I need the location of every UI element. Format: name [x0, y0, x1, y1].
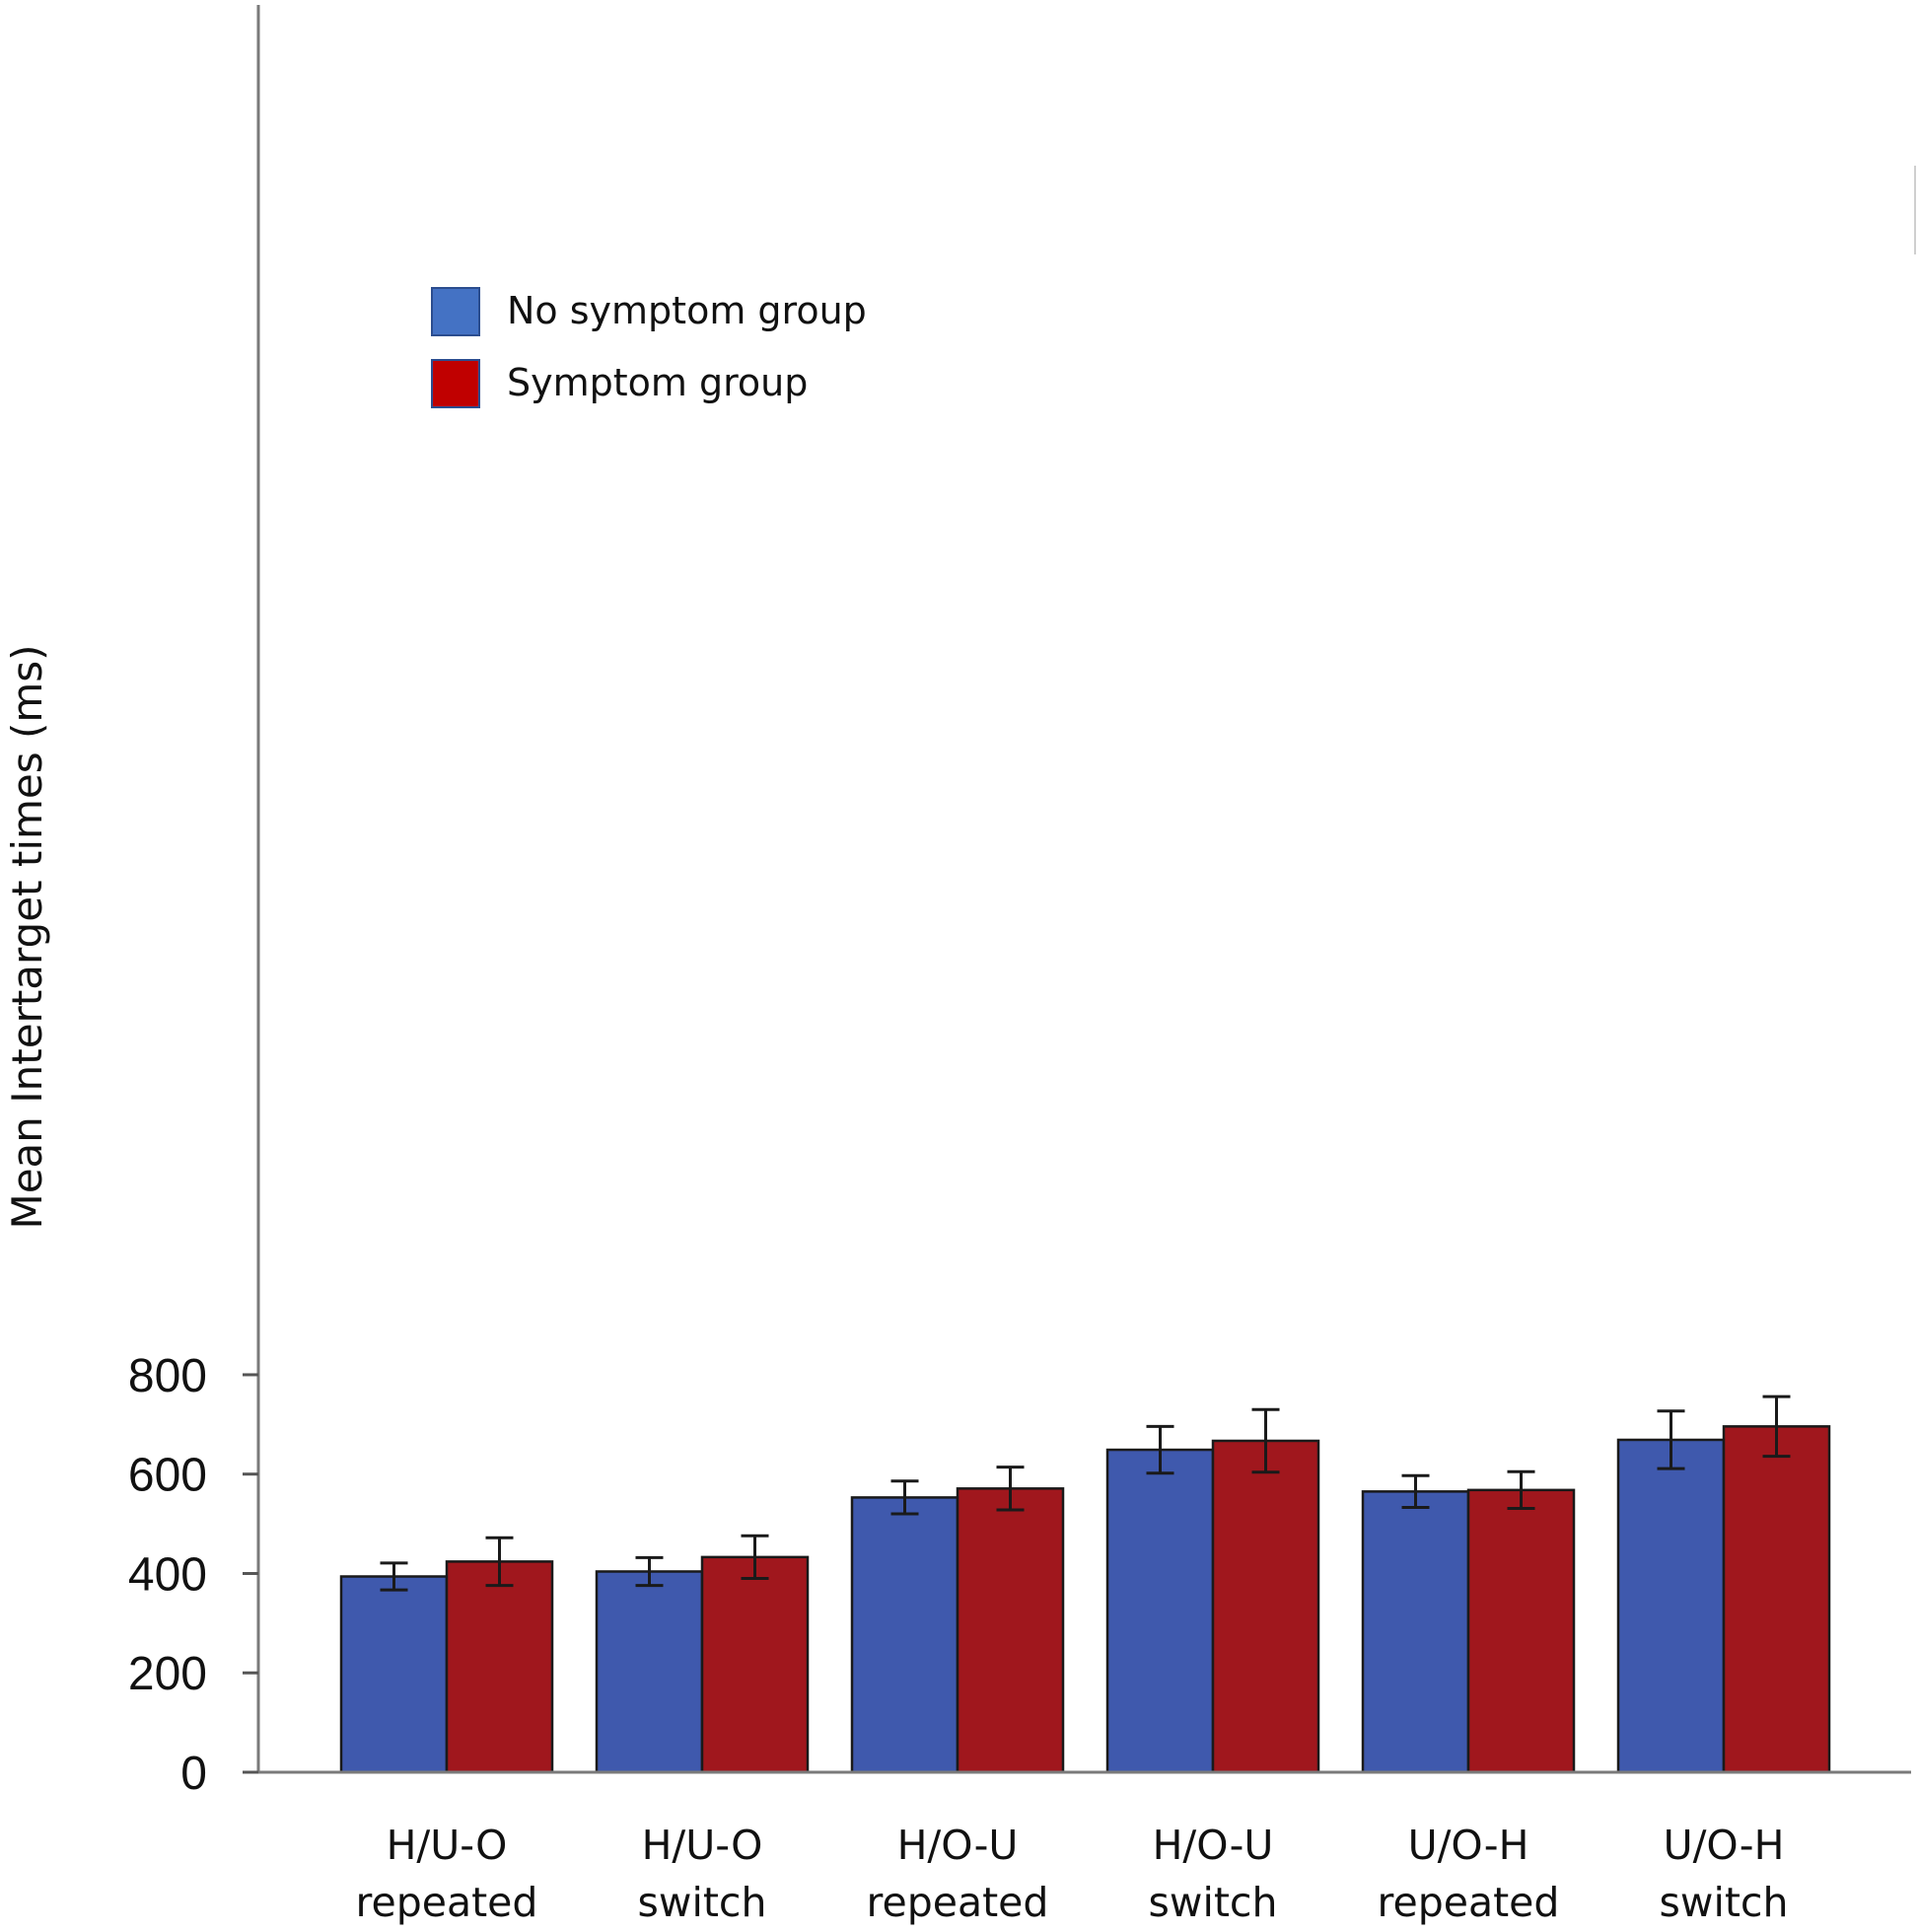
y-tick-label: 800 [128, 1350, 207, 1402]
bar-no-symptom-4 [1361, 1490, 1470, 1774]
y-ticks-layer: 0 200 400 600 800 [128, 1350, 258, 1800]
error-bar-symptom-5 [1762, 1395, 1791, 1459]
x-category-labels-layer: H/U-O repeated H/U-O switch H/O-U repeated H/O… [356, 1822, 1789, 1926]
error-bar-symptom-3 [1251, 1407, 1280, 1474]
legend-swatch-no-symptom [431, 287, 480, 336]
bar-symptom-2 [956, 1487, 1065, 1774]
error-bar-no-symptom-3 [1146, 1424, 1174, 1475]
legend: No symptom group Symptom group [431, 287, 867, 408]
x-category-label-line1: H/O-U [1153, 1822, 1274, 1869]
bar-no-symptom-1 [595, 1570, 704, 1774]
x-category-label-line1: U/O-H [1408, 1822, 1529, 1869]
x-category-label-line2: switch [1149, 1879, 1278, 1926]
y-tick-label: 200 [128, 1648, 207, 1700]
legend-label-symptom: Symptom group [507, 361, 808, 404]
x-category-label-line2: repeated [1378, 1879, 1560, 1926]
x-category-label-line2: switch [638, 1879, 767, 1926]
bar-no-symptom-3 [1105, 1448, 1215, 1774]
error-bar-no-symptom-2 [890, 1479, 919, 1516]
x-category-label-line2: repeated [867, 1879, 1049, 1926]
x-category-label-line1: U/O-H [1664, 1822, 1785, 1869]
bar-symptom-0 [445, 1560, 554, 1774]
bar-symptom-3 [1211, 1439, 1320, 1774]
error-bar-no-symptom-5 [1657, 1409, 1685, 1470]
error-bar-no-symptom-1 [635, 1555, 664, 1588]
x-category-label-line2: switch [1660, 1879, 1789, 1926]
y-tick-label: 0 [180, 1748, 207, 1800]
bar-symptom-5 [1722, 1425, 1831, 1774]
error-bar-symptom-1 [741, 1534, 769, 1581]
bar-no-symptom-5 [1616, 1438, 1726, 1774]
error-bars-layer [380, 1395, 1791, 1592]
bar-no-symptom-0 [339, 1575, 449, 1774]
x-category-label-line1: H/O-U [897, 1822, 1019, 1869]
y-axis-title: Mean Intertarget times (ms) [3, 644, 51, 1229]
error-bar-symptom-4 [1507, 1469, 1535, 1510]
x-category-label-line1: H/U-O [642, 1822, 763, 1869]
bar-symptom-4 [1466, 1488, 1576, 1774]
error-bar-symptom-0 [485, 1536, 514, 1588]
axes-layer [243, 5, 1916, 1774]
legend-swatch-symptom [431, 359, 480, 408]
error-bar-symptom-2 [996, 1466, 1025, 1512]
bars-layer [339, 1425, 1831, 1774]
x-category-label-line2: repeated [356, 1879, 538, 1926]
legend-label-no-symptom: No symptom group [507, 289, 867, 332]
bar-symptom-1 [700, 1555, 810, 1774]
y-tick-label: 600 [128, 1450, 207, 1502]
error-bar-no-symptom-4 [1401, 1473, 1430, 1509]
bar-no-symptom-2 [850, 1496, 960, 1774]
x-category-label-line1: H/U-O [387, 1822, 508, 1869]
y-tick-label: 400 [128, 1548, 207, 1601]
error-bar-no-symptom-0 [380, 1561, 408, 1592]
